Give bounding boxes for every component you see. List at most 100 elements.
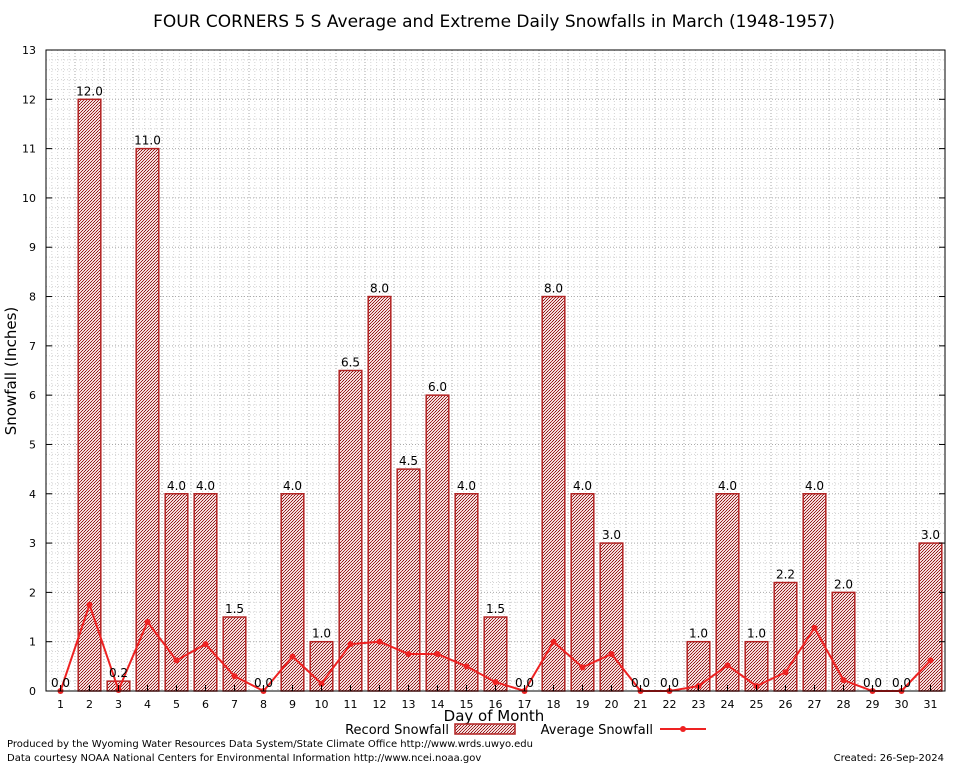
x-tick-label: 17 — [518, 698, 532, 711]
x-tick-label: 1 — [57, 698, 64, 711]
x-tick-label: 7 — [231, 698, 238, 711]
average-point-day-20 — [608, 651, 615, 658]
bar-label-day-17: 0.0 — [515, 676, 534, 690]
bar-label-day-29: 0.0 — [863, 676, 882, 690]
x-tick-label: 28 — [837, 698, 851, 711]
average-point-day-7 — [231, 673, 238, 680]
y-tick-label: 5 — [29, 438, 36, 451]
bar-day-4 — [135, 147, 160, 692]
bar-label-day-15: 4.0 — [457, 479, 476, 493]
bar-day-9 — [280, 493, 305, 692]
y-tick-label: 4 — [29, 488, 36, 501]
bar-label-day-9: 4.0 — [283, 479, 302, 493]
average-snowfall-line — [57, 601, 934, 694]
y-tick-label: 3 — [29, 537, 36, 550]
x-axis-label: Day of Month — [444, 707, 545, 725]
x-tick-label: 8 — [260, 698, 267, 711]
x-tick-label: 20 — [605, 698, 619, 711]
average-point-day-4 — [144, 618, 151, 625]
x-tick-label: 30 — [895, 698, 909, 711]
bar-label-day-18: 8.0 — [544, 282, 563, 296]
bar-label-day-4: 11.0 — [134, 134, 161, 148]
bar-label-day-26: 2.2 — [776, 568, 795, 582]
bar-day-13 — [396, 468, 421, 692]
bar-label-day-8: 0.0 — [254, 676, 273, 690]
bar-label-day-2: 12.0 — [76, 84, 103, 98]
x-tick-label: 19 — [576, 698, 590, 711]
bar-label-day-16: 1.5 — [486, 602, 505, 616]
x-tick-label: 25 — [750, 698, 764, 711]
x-tick-label: 22 — [663, 698, 677, 711]
x-tick-label: 13 — [402, 698, 416, 711]
y-tick-label: 11 — [22, 143, 36, 156]
average-point-day-15 — [463, 663, 470, 670]
average-point-day-14 — [434, 651, 441, 658]
bar-label-day-10: 1.0 — [312, 627, 331, 641]
bar-day-18 — [541, 295, 566, 692]
average-point-day-18 — [550, 638, 557, 645]
y-tick-label: 6 — [29, 389, 36, 402]
y-tick-label: 12 — [22, 93, 36, 106]
x-tick-label: 24 — [721, 698, 735, 711]
average-point-day-6 — [202, 641, 209, 648]
x-tick-label: 10 — [315, 698, 329, 711]
bar-label-day-7: 1.5 — [225, 602, 244, 616]
average-point-day-10 — [318, 680, 325, 687]
x-tick-label: 27 — [808, 698, 822, 711]
y-tick-label: 10 — [22, 192, 36, 205]
bar-label-day-11: 6.5 — [341, 356, 360, 370]
x-tick-label: 29 — [866, 698, 880, 711]
bar-label-day-22: 0.0 — [660, 676, 679, 690]
bar-label-day-19: 4.0 — [573, 479, 592, 493]
bar-day-28 — [831, 591, 856, 692]
bar-day-27 — [802, 493, 827, 692]
bar-day-20 — [599, 542, 624, 692]
bar-label-day-24: 4.0 — [718, 479, 737, 493]
x-tick-label: 2 — [86, 698, 93, 711]
average-point-day-19 — [579, 664, 586, 671]
x-tick-label: 15 — [460, 698, 474, 711]
footer-courtesy: Data courtesy NOAA National Centers for … — [7, 753, 482, 764]
average-point-day-26 — [782, 669, 789, 676]
legend: Record Snowfall Average Snowfall — [345, 723, 706, 738]
bar-value-labels: 0.0 12.0 0.2 11.0 4.0 4.0 1.5 0.0 4.0 1.0 6.5 8.0 4.… — [51, 84, 940, 690]
bar-label-day-21: 0.0 — [631, 676, 650, 690]
bar-label-day-1: 0.0 — [51, 676, 70, 690]
x-tick-label: 12 — [373, 698, 387, 711]
bar-label-day-23: 1.0 — [689, 627, 708, 641]
bar-label-day-13: 4.5 — [399, 454, 418, 468]
y-tick-label: 1 — [29, 636, 36, 649]
average-point-day-11 — [347, 641, 354, 648]
x-tick-label: 26 — [779, 698, 793, 711]
x-tick-label: 5 — [173, 698, 180, 711]
x-tick-label: 23 — [692, 698, 706, 711]
legend-average-label: Average Snowfall — [541, 723, 653, 738]
average-point-day-31 — [927, 657, 934, 664]
chart-title: FOUR CORNERS 5 S Average and Extreme Dai… — [153, 12, 835, 32]
bar-label-day-6: 4.0 — [196, 479, 215, 493]
legend-record-label: Record Snowfall — [345, 723, 449, 738]
legend-record-swatch — [454, 723, 516, 735]
bar-day-12 — [367, 295, 392, 692]
x-tick-label: 18 — [547, 698, 561, 711]
y-axis-label: Snowfall (Inches) — [2, 307, 20, 435]
average-point-day-24 — [724, 662, 731, 669]
y-tick-label: 0 — [29, 685, 36, 698]
bar-day-15 — [454, 493, 479, 692]
bar-label-day-20: 3.0 — [602, 528, 621, 542]
bar-label-day-14: 6.0 — [428, 380, 447, 394]
y-tick-label: 2 — [29, 586, 36, 599]
x-tick-label: 6 — [202, 698, 209, 711]
bar-label-day-27: 4.0 — [805, 479, 824, 493]
bar-label-day-3: 0.2 — [109, 666, 128, 680]
average-point-day-12 — [376, 638, 383, 645]
bar-label-day-30: 0.0 — [892, 676, 911, 690]
x-axis-ticks: 1 2 3 4 5 6 7 8 9 10 11 12 13 14 15 16 17 18 19 20 21 22 23 24 2… — [57, 685, 938, 711]
bar-label-day-12: 8.0 — [370, 282, 389, 296]
average-point-day-16 — [492, 679, 499, 686]
average-point-day-9 — [289, 653, 296, 660]
bar-label-day-25: 1.0 — [747, 627, 766, 641]
